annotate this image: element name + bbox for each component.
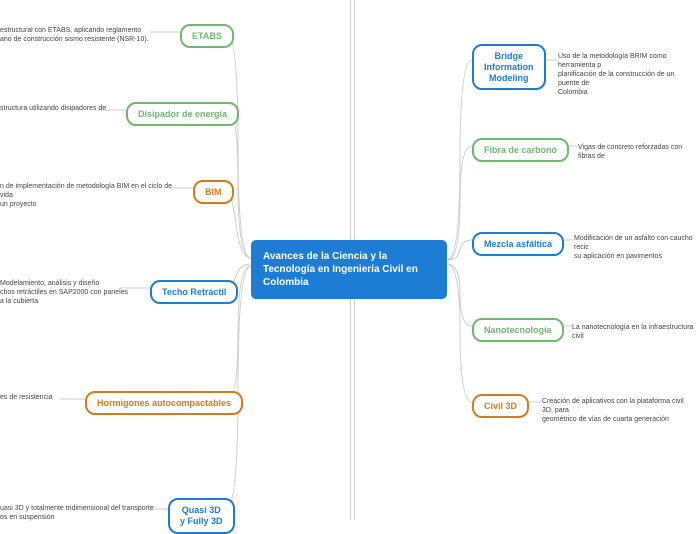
branch-node[interactable]: BridgeInformationModeling xyxy=(472,44,546,90)
branch-node[interactable]: Disipador de energía xyxy=(126,102,239,126)
branch-node[interactable]: Nanotecnología xyxy=(472,318,564,342)
branch-desc: es de resistencia xyxy=(0,393,75,402)
branch-desc: Uso de la metodología BRIM como herramie… xyxy=(558,52,696,97)
branch-node[interactable]: BIM xyxy=(193,180,234,204)
branch-desc: estructural con ETABS, aplicando reglame… xyxy=(0,26,170,44)
branch-node[interactable]: Hormigones autocompactables xyxy=(85,391,243,415)
branch-node[interactable]: Fibra de carbono xyxy=(472,138,569,162)
branch-node[interactable]: Quasi 3Dy Fully 3D xyxy=(168,498,235,534)
branch-desc: n de implementación de metodología BIM e… xyxy=(0,182,183,209)
spine-right-b xyxy=(354,285,355,520)
branch-node[interactable]: ETABS xyxy=(180,24,234,48)
branch-desc: Modificación de un asfalto con caucho re… xyxy=(574,234,696,261)
branch-desc: uasi 3D y totalmente tridimensional del … xyxy=(0,504,158,522)
mindmap-canvas: Avances de la Ciencia y la Tecnología en… xyxy=(0,0,696,520)
branch-desc: structura utilizando disipadores de xyxy=(0,104,116,113)
branch-desc: Modelamiento, análisis y diseñochos retr… xyxy=(0,279,140,306)
center-node[interactable]: Avances de la Ciencia y la Tecnología en… xyxy=(251,240,447,299)
spine-right xyxy=(354,0,355,240)
branch-desc: Vigas de concreto reforzadas con fibras … xyxy=(578,143,696,161)
branch-node[interactable]: Civil 3D xyxy=(472,394,529,418)
spine-left-b xyxy=(350,285,351,520)
branch-node[interactable]: Mezcla asfáltica xyxy=(472,232,564,256)
branch-desc: Creación de aplicativos con la plataform… xyxy=(542,397,696,424)
branch-node[interactable]: Techo Retractil xyxy=(150,280,238,304)
spine-left xyxy=(350,0,351,240)
branch-desc: La nanotecnología en la infraestructura … xyxy=(572,323,696,341)
